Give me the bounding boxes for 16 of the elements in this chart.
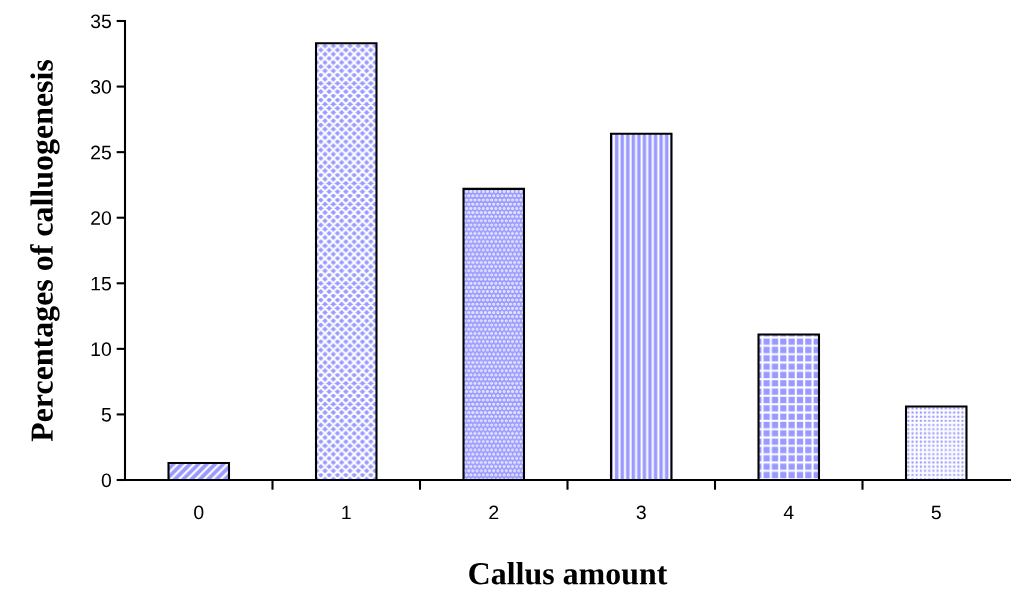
x-tick-label: 5 — [931, 505, 941, 520]
x-tick-label: 3 — [636, 505, 646, 520]
x-tick-label: 1 — [342, 505, 351, 520]
y-tick-label: 10 — [91, 342, 112, 357]
x-tick-label: 4 — [783, 505, 794, 520]
y-tick-label: 20 — [91, 211, 112, 225]
y-tick-label: 30 — [90, 80, 112, 94]
x-tick-label: 2 — [489, 505, 499, 520]
y-tick-label: 15 — [91, 276, 111, 291]
x-axis-title: Callus amount — [469, 562, 668, 585]
y-tick-label: 0 — [101, 473, 112, 488]
x-tick-label: 0 — [194, 505, 204, 520]
y-tick-label: 35 — [90, 14, 111, 29]
y-tick-label: 5 — [101, 408, 111, 422]
y-axis-title: Percentages of calluogenesis — [30, 59, 60, 442]
y-tick-label: 25 — [91, 145, 111, 160]
